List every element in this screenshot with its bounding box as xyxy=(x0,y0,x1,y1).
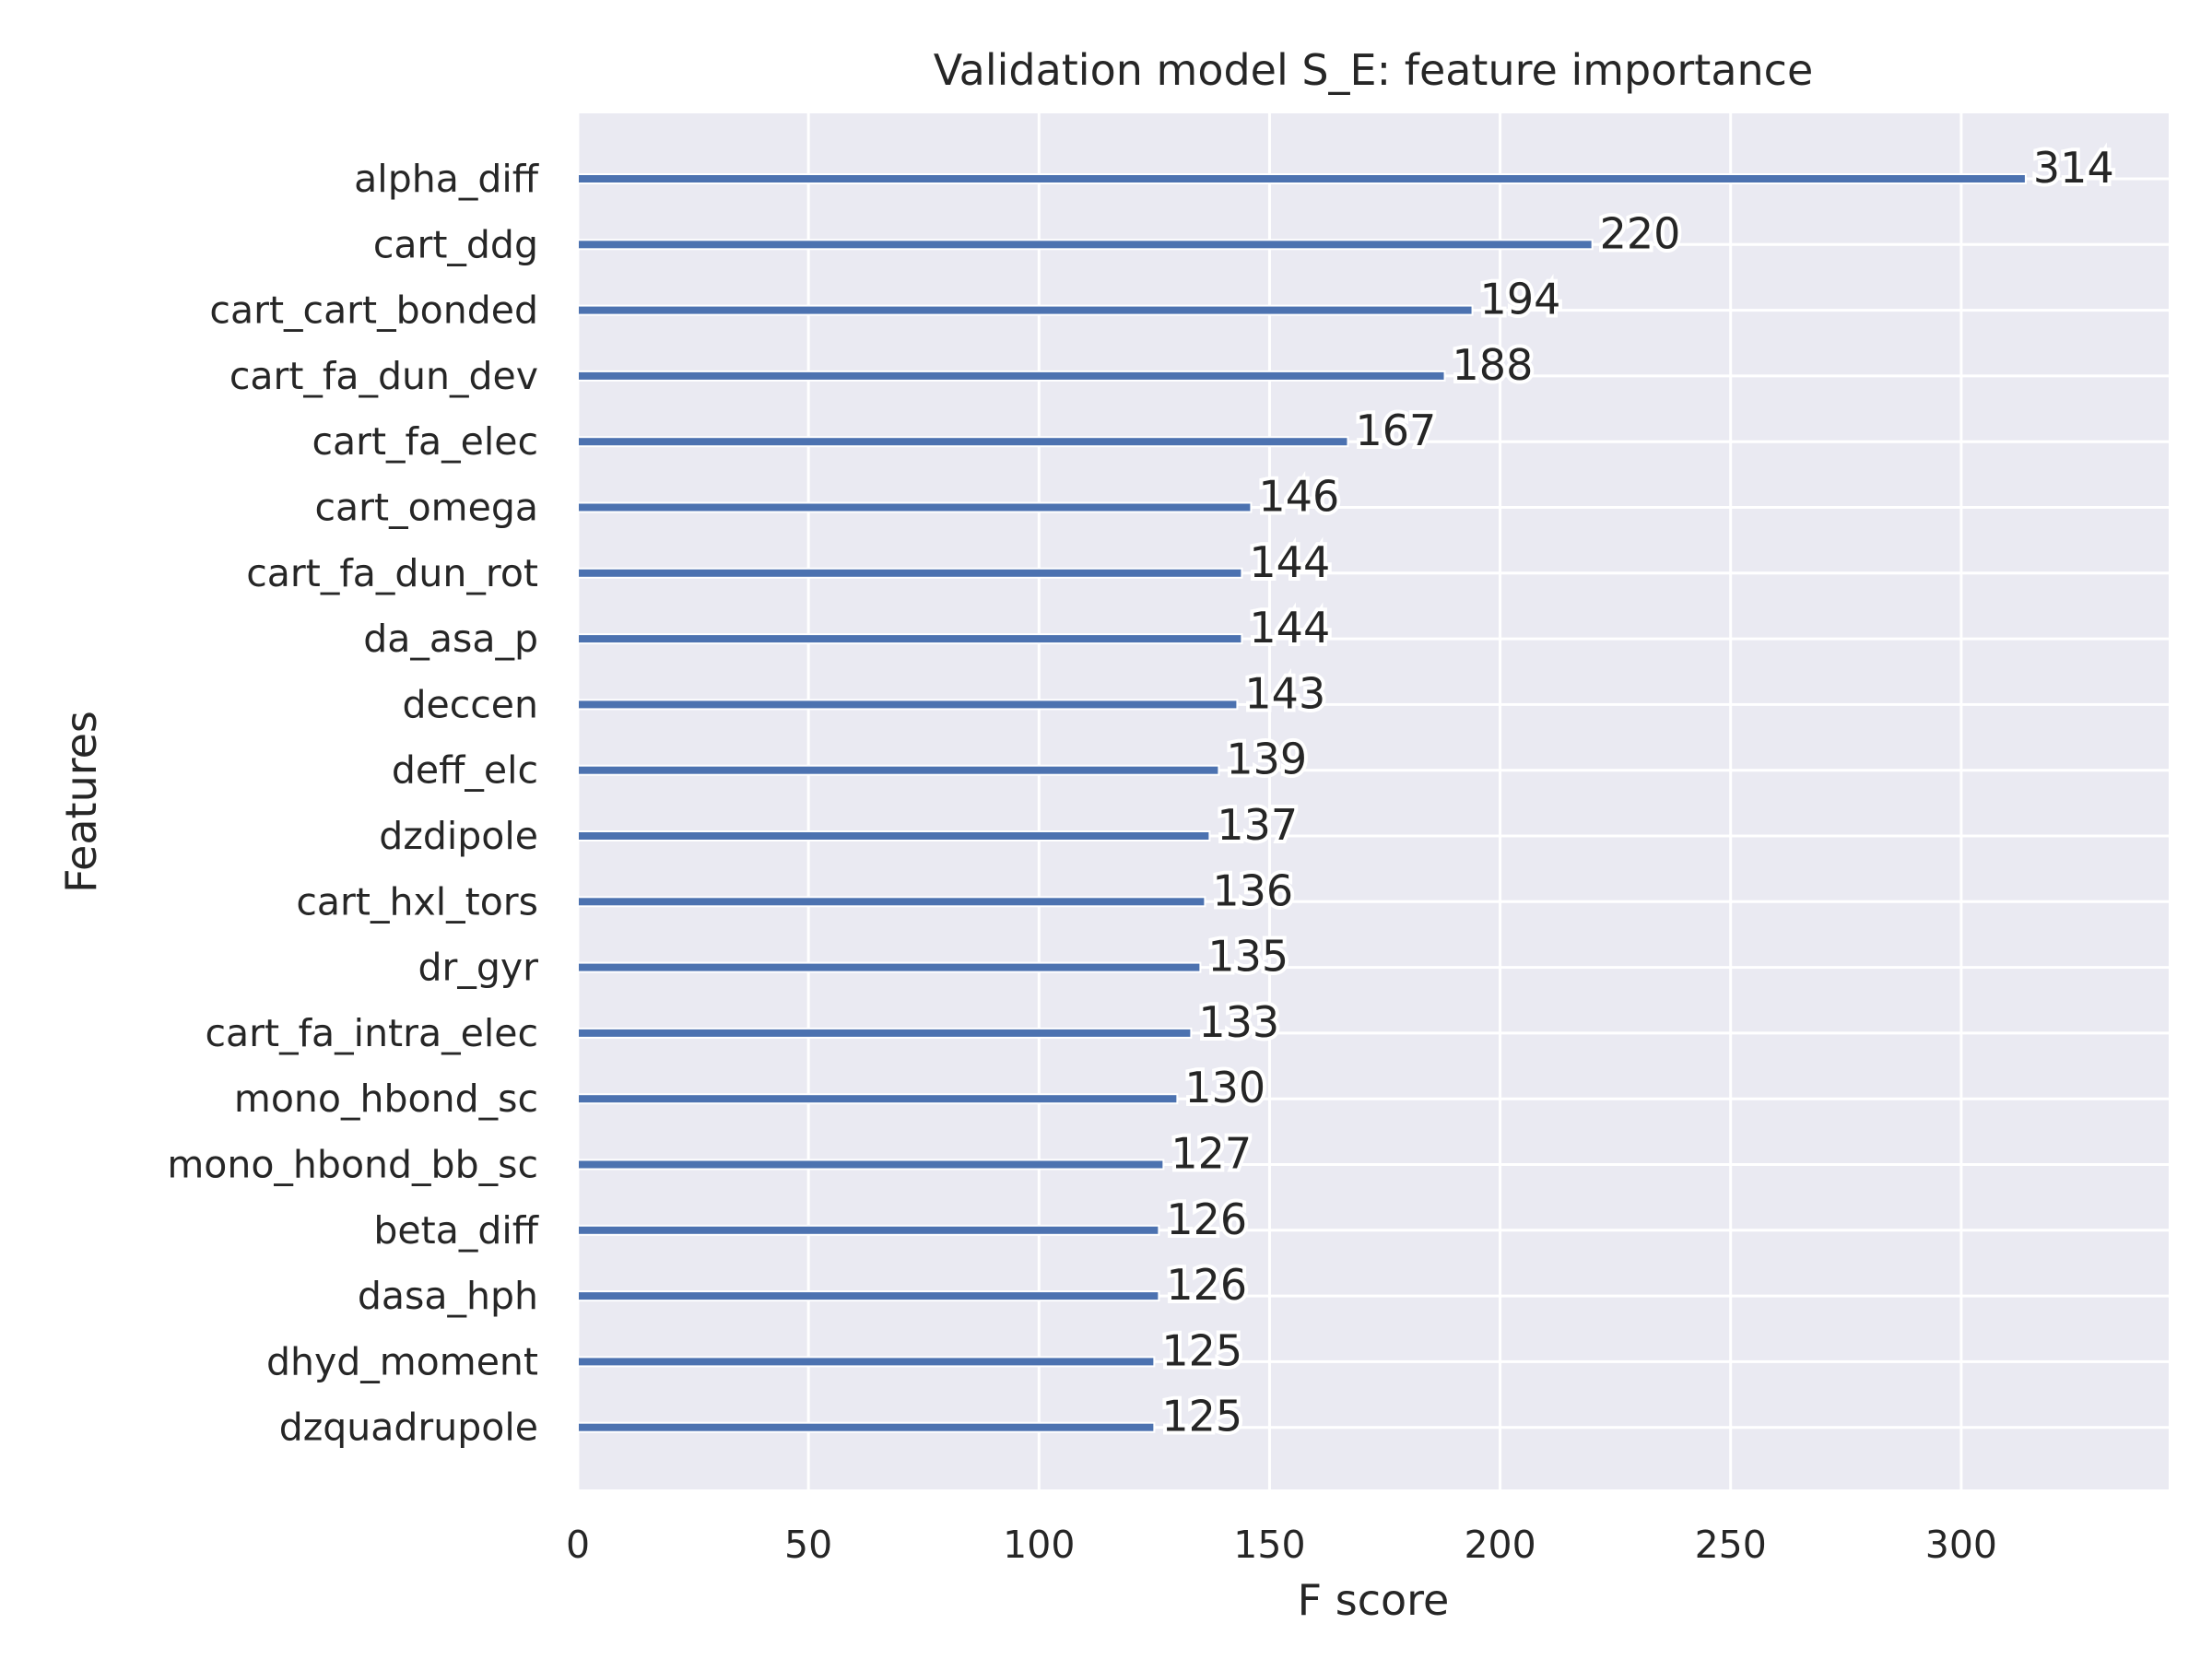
y-tick-labels: alpha_diff cart_ddg cart_cart_bonded cart_f… xyxy=(167,157,539,1450)
bar-deff_elc xyxy=(577,764,1220,776)
bar-cart_ddg xyxy=(577,239,1594,251)
bar-dzquadrupole xyxy=(577,1421,1156,1433)
y-tick-label-beta_diff: beta_diff xyxy=(373,1208,539,1253)
x-tick-label: 300 xyxy=(1925,1523,1997,1567)
y-tick-label-cart_fa_intra_elec: cart_fa_intra_elec xyxy=(206,1011,538,1055)
bar-dhyd_moment xyxy=(577,1356,1156,1368)
bar-cart_fa_dun_rot xyxy=(577,567,1243,579)
value-label-dr_gyr: 135 xyxy=(1207,932,1288,982)
y-tick-label-da_asa_p: da_asa_p xyxy=(363,617,538,661)
value-label-cart_hxl_tors: 136 xyxy=(1212,865,1293,915)
bar-da_asa_p xyxy=(577,633,1243,645)
y-tick-label-cart_hxl_tors: cart_hxl_tors xyxy=(296,879,538,924)
bar-deccen xyxy=(577,699,1239,711)
x-tick-label: 200 xyxy=(1464,1523,1535,1567)
y-tick-label-cart_omega: cart_omega xyxy=(315,486,539,530)
y-tick-label-cart_fa_dun_rot: cart_fa_dun_rot xyxy=(246,551,538,595)
y-tick-label-dasa_hph: dasa_hph xyxy=(358,1274,538,1318)
value-label-mono_hbond_sc: 130 xyxy=(1184,1063,1265,1112)
bar-mono_hbond_sc xyxy=(577,1093,1179,1105)
value-labels: 314 220 194 188 167 146 144 144 143 139 137 136 135 1… xyxy=(1158,139,2117,1445)
y-tick-label-deccen: deccen xyxy=(402,682,538,726)
x-tick-label: 0 xyxy=(566,1523,590,1567)
bar-dr_gyr xyxy=(577,961,1202,973)
value-label-cart_fa_dun_dev: 188 xyxy=(1453,340,1534,390)
y-tick-label-cart_cart_bonded: cart_cart_bonded xyxy=(209,288,538,333)
y-axis-label: Features xyxy=(56,711,106,893)
value-label-dhyd_moment: 125 xyxy=(1161,1325,1242,1375)
value-label-beta_diff: 126 xyxy=(1166,1194,1247,1244)
y-tick-label-cart_fa_elec: cart_fa_elec xyxy=(312,419,538,464)
value-label-cart_ddg: 220 xyxy=(1600,208,1681,258)
x-tick-labels: 0 50 100 150 200 250 300 xyxy=(566,1523,1997,1567)
bar-cart_fa_elec xyxy=(577,436,1349,448)
bars xyxy=(577,173,2027,1433)
value-label-cart_omega: 146 xyxy=(1258,472,1339,522)
value-label-dzdipole: 137 xyxy=(1217,800,1298,850)
y-tick-label-cart_ddg: cart_ddg xyxy=(373,222,538,266)
bar-dasa_hph xyxy=(577,1290,1160,1302)
bar-beta_diff xyxy=(577,1224,1160,1236)
y-tick-label-mono_hbond_bb_sc: mono_hbond_bb_sc xyxy=(167,1143,538,1187)
y-tick-label-deff_elc: deff_elc xyxy=(392,748,538,793)
value-label-cart_fa_intra_elec: 133 xyxy=(1198,997,1279,1047)
bar-cart_fa_dun_dev xyxy=(577,370,1446,382)
y-tick-label-dzquadrupole: dzquadrupole xyxy=(279,1406,538,1450)
bar-cart_fa_intra_elec xyxy=(577,1027,1193,1039)
x-tick-label: 150 xyxy=(1233,1523,1305,1567)
y-tick-label-cart_fa_dun_dev: cart_fa_dun_dev xyxy=(229,354,538,398)
value-label-alpha_diff: 314 xyxy=(2033,143,2114,193)
value-label-cart_fa_elec: 167 xyxy=(1355,406,1436,455)
plot-area xyxy=(578,113,2169,1489)
value-label-mono_hbond_bb_sc: 127 xyxy=(1171,1129,1252,1179)
y-tick-label-alpha_diff: alpha_diff xyxy=(354,157,540,201)
bar-dzdipole xyxy=(577,830,1211,841)
x-axis-label: F score xyxy=(1298,1575,1450,1625)
value-label-cart_fa_dun_rot: 144 xyxy=(1249,537,1330,587)
chart-title: Validation model S_E: feature importance xyxy=(934,45,1814,95)
x-tick-label: 50 xyxy=(784,1523,832,1567)
value-label-deff_elc: 139 xyxy=(1226,735,1307,784)
x-tick-label: 250 xyxy=(1695,1523,1767,1567)
y-tick-label-dhyd_moment: dhyd_moment xyxy=(266,1339,538,1383)
value-label-deccen: 143 xyxy=(1244,668,1325,718)
bar-cart_cart_bonded xyxy=(577,304,1474,316)
bar-alpha_diff xyxy=(577,173,2027,184)
bar-cart_omega xyxy=(577,501,1253,513)
value-label-da_asa_p: 144 xyxy=(1249,603,1330,653)
value-label-dasa_hph: 126 xyxy=(1166,1260,1247,1310)
bar-cart_hxl_tors xyxy=(577,896,1206,908)
y-tick-label-mono_hbond_sc: mono_hbond_sc xyxy=(234,1077,538,1121)
bar-mono_hbond_bb_sc xyxy=(577,1159,1165,1171)
x-tick-label: 100 xyxy=(1003,1523,1075,1567)
y-tick-label-dzdipole: dzdipole xyxy=(379,814,538,858)
y-tick-label-dr_gyr: dr_gyr xyxy=(418,946,538,990)
value-label-dzquadrupole: 125 xyxy=(1161,1392,1242,1441)
value-label-cart_cart_bonded: 194 xyxy=(1480,275,1561,324)
